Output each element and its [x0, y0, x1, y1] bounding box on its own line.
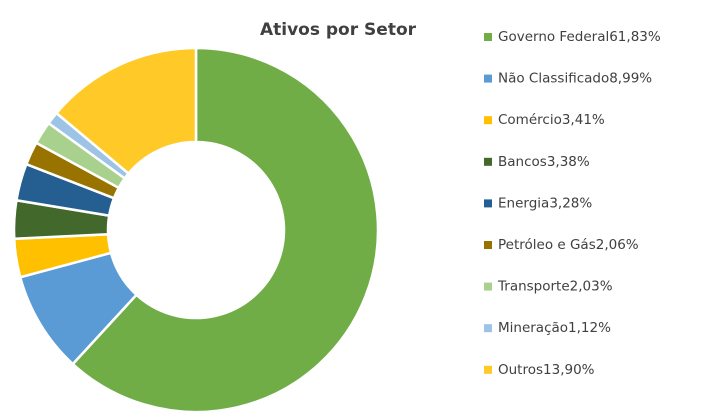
legend-label: Bancos3,38%: [498, 154, 590, 170]
legend-value: 2,06%: [596, 237, 639, 253]
legend-name: Mineração: [498, 320, 568, 336]
legend-label: Mineração1,12%: [498, 320, 611, 336]
legend-label: Transporte2,03%: [497, 279, 613, 295]
legend-swatch: [484, 157, 492, 166]
legend-name: Petróleo e Gás: [498, 237, 596, 253]
legend-name: Comércio: [498, 112, 562, 128]
legend-label: Não Classificado8,99%: [498, 71, 652, 87]
legend-value: 1,12%: [568, 320, 611, 336]
legend-label: Outros13,90%: [498, 362, 595, 378]
legend-swatch: [484, 74, 492, 83]
legend-value: 61,83%: [609, 29, 661, 45]
donut-slice: [71, 46, 380, 414]
legend-value: 8,99%: [609, 71, 652, 87]
legend-label: Petróleo e Gás2,06%: [498, 237, 639, 253]
legend-swatch: [484, 116, 492, 125]
legend-value: 2,03%: [570, 279, 613, 295]
legend-name: Governo Federal: [498, 29, 609, 45]
donut-slice: [54, 46, 198, 176]
legend-swatch: [484, 282, 492, 291]
legend-value: 3,28%: [549, 195, 592, 211]
legend-name: Não Classificado: [498, 71, 609, 87]
legend-value: 3,41%: [562, 112, 605, 128]
legend-value: 13,90%: [543, 362, 595, 378]
legend-swatch: [484, 241, 492, 249]
legend-swatch: [484, 33, 492, 41]
legend-value: 3,38%: [547, 154, 590, 170]
legend-swatch: [484, 324, 492, 333]
legend-name: Transporte: [497, 279, 570, 295]
chart-title: Ativos por Setor: [260, 20, 417, 40]
legend-label: Comércio3,41%: [498, 112, 605, 128]
legend-swatch: [484, 365, 492, 374]
legend-label: Energia3,28%: [498, 195, 592, 211]
legend-name: Bancos: [498, 154, 547, 170]
legend-name: Outros: [498, 362, 543, 378]
legend-label: Governo Federal61,83%: [498, 29, 661, 45]
legend-name: Energia: [498, 195, 549, 211]
legend-swatch: [484, 199, 492, 208]
